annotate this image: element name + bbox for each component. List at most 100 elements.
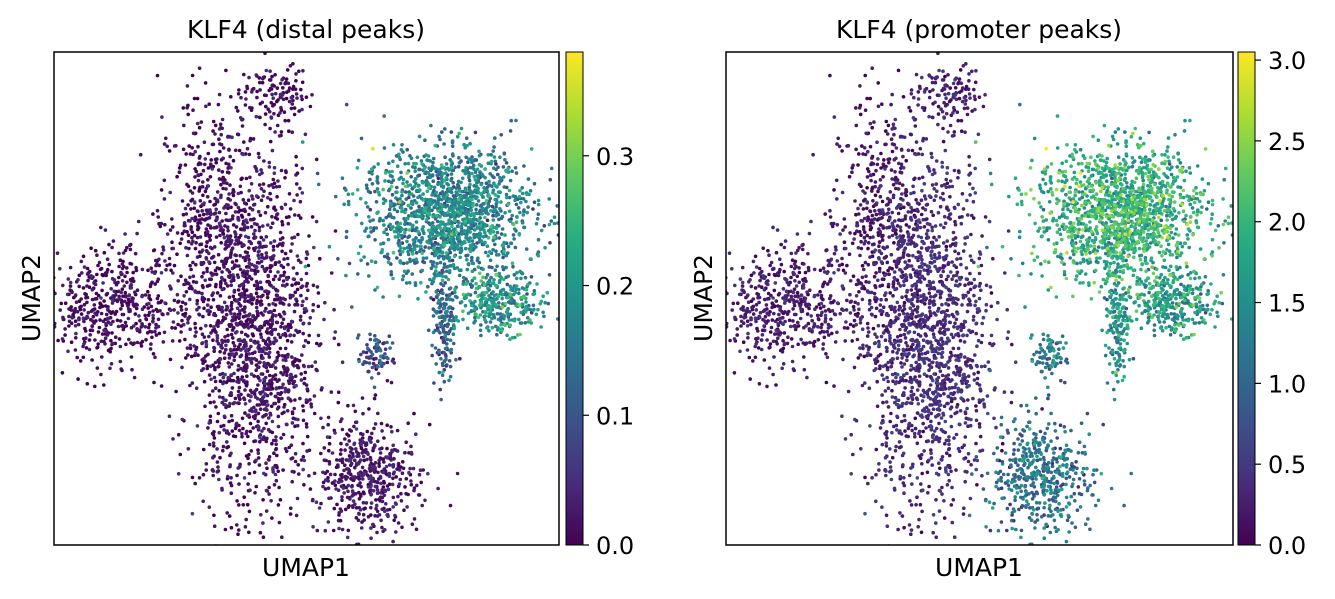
point [382,436,386,440]
point [190,73,195,78]
point [207,234,212,239]
point [268,86,273,91]
point [333,194,338,199]
point [83,329,88,333]
point [315,341,319,346]
point [463,201,467,206]
point [424,256,429,260]
point [256,365,260,370]
point [416,184,421,188]
point [205,303,210,307]
point [241,152,246,157]
point [360,396,365,400]
point [379,491,383,495]
point [314,219,319,224]
point [291,62,295,66]
point [250,194,254,198]
point [218,282,223,286]
point [219,344,223,349]
point [300,140,305,144]
point [532,200,537,204]
point [352,458,357,463]
point [225,181,229,186]
point [440,324,444,328]
point [278,81,283,86]
point [249,182,254,186]
point [186,447,191,451]
point [506,244,511,249]
point [229,378,233,383]
point [212,203,216,207]
point [215,460,220,464]
point [465,326,470,331]
point [423,498,427,503]
point [245,413,250,418]
point [167,414,172,419]
point [312,394,317,398]
point [192,201,197,205]
point [228,218,232,222]
point [447,186,452,191]
point [205,551,209,555]
point [307,473,311,478]
point [228,154,232,159]
point [276,396,281,401]
point [388,173,393,178]
point [204,342,209,347]
point [439,356,443,361]
point [278,346,283,351]
point [298,318,303,322]
point [196,353,200,358]
point [378,474,383,479]
point [199,326,203,331]
point [266,204,270,209]
point [284,77,289,81]
point [322,317,326,322]
point [230,191,235,195]
point [336,400,341,405]
point [397,468,402,472]
point [474,245,478,249]
point [230,260,235,264]
point [253,491,257,495]
point [182,123,186,128]
point [462,142,466,147]
point [267,350,272,355]
point [500,214,505,219]
point [212,313,216,317]
point [450,242,454,246]
point [74,336,78,340]
point [183,163,188,167]
point [455,192,460,197]
point [197,189,201,193]
point [437,298,441,303]
point [514,276,519,281]
point [303,132,308,137]
point [462,239,467,244]
point [239,320,244,325]
point [456,164,461,169]
point [247,75,251,80]
point [380,507,385,512]
point [190,197,195,202]
point [448,348,452,353]
point [231,273,235,277]
point [186,353,190,357]
point [471,163,476,168]
point [206,151,211,156]
point [485,188,489,193]
point [286,89,291,93]
point [131,270,135,275]
point [400,193,404,198]
point [212,444,216,448]
point [200,209,204,213]
point [229,205,233,210]
point [193,326,198,330]
point [517,194,522,199]
point [208,224,213,229]
point [268,309,272,314]
point [431,314,436,318]
point [382,230,386,234]
point [468,217,473,222]
point [269,404,274,409]
